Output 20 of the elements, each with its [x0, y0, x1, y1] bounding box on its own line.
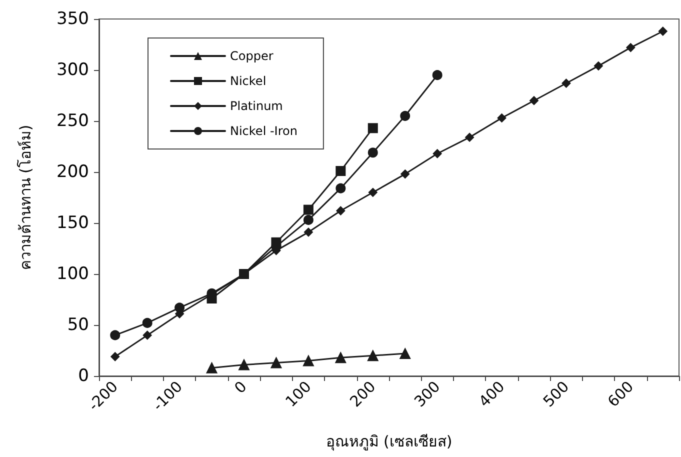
x-tick-label: 300: [410, 378, 444, 411]
legend-label: Nickel -Iron: [230, 124, 298, 138]
y-tick-label: 250: [56, 111, 89, 131]
y-tick-label: 100: [56, 264, 89, 284]
y-tick-label: 150: [56, 213, 89, 233]
y-axis-title: ความต้านทาน (โอห์ม): [16, 124, 34, 270]
x-tick-label: 100: [282, 378, 315, 411]
x-tick-label: 600: [604, 378, 638, 411]
x-tick-label: 200: [346, 378, 380, 411]
x-axis-title: อุณหภูมิ (เซลเซียส): [326, 432, 452, 452]
legend-label: Copper: [230, 49, 274, 63]
x-tick-label: 500: [540, 378, 573, 411]
y-tick-label: 50: [67, 315, 89, 335]
y-tick-label: 350: [56, 9, 89, 29]
legend-label: Platinum: [230, 99, 283, 113]
x-tick-label: 0: [230, 378, 250, 398]
x-tick-label: 400: [475, 378, 508, 411]
y-tick-label: 200: [56, 162, 89, 182]
y-tick-label: 300: [56, 60, 89, 80]
legend-label: Nickel: [230, 74, 266, 88]
